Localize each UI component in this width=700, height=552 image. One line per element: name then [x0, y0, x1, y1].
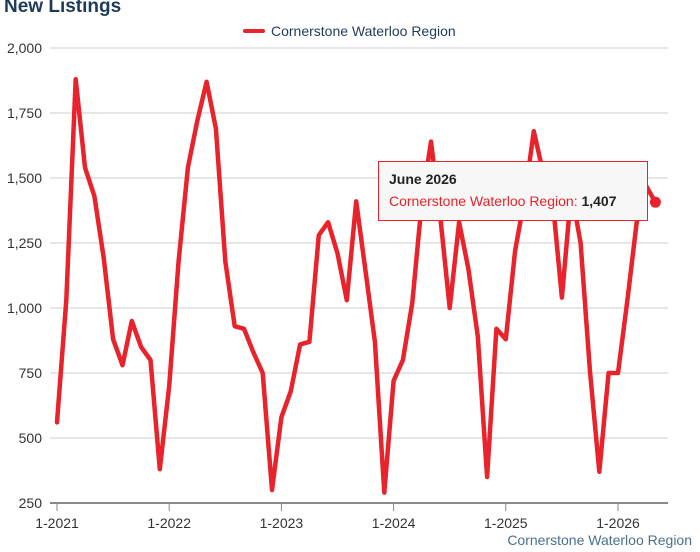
series-layer — [54, 76, 661, 495]
tooltip-series: Cornerstone Waterloo Region — [389, 193, 574, 209]
grid-lines — [50, 47, 668, 504]
x-tick-label: 1-2021 — [35, 515, 79, 531]
legend-label: Cornerstone Waterloo Region — [271, 23, 456, 39]
credit-label: Cornerstone Waterloo Region — [507, 532, 692, 548]
legend[interactable]: Cornerstone Waterloo Region — [243, 23, 456, 39]
y-axis-ticks: 250 500 750 1,000 1,250 1,500 1,750 2,000 — [7, 40, 42, 511]
y-tick-label: 750 — [19, 365, 43, 381]
x-tick-label: 1-2022 — [147, 515, 191, 531]
chart-title: New Listings — [4, 0, 122, 17]
y-tick-label: 2,000 — [7, 40, 42, 56]
y-tick-label: 250 — [19, 495, 43, 511]
tooltip-value: 1,407 — [581, 193, 617, 209]
y-tick-label: 1,750 — [7, 105, 42, 121]
x-tick-label: 1-2023 — [260, 515, 304, 531]
y-tick-label: 500 — [19, 430, 43, 446]
tooltip-line: Cornerstone Waterloo Region: 1,407 — [389, 193, 617, 209]
tooltip: June 2026 Cornerstone Waterloo Region: 1… — [378, 161, 648, 221]
y-tick-label: 1,000 — [7, 300, 42, 316]
x-tick-label: 1-2024 — [372, 515, 416, 531]
highlighted-point[interactable] — [649, 196, 661, 208]
legend-swatch — [243, 29, 265, 33]
x-tick-label: 1-2026 — [596, 515, 640, 531]
tooltip-date: June 2026 — [389, 171, 457, 187]
y-tick-label: 1,500 — [7, 170, 42, 186]
x-tick-label: 1-2025 — [484, 515, 528, 531]
x-axis-ticks: 1-2021 1-2022 1-2023 1-2024 1-2025 1-2026 — [35, 503, 640, 531]
series-line[interactable] — [54, 76, 658, 495]
y-tick-label: 1,250 — [7, 235, 42, 251]
